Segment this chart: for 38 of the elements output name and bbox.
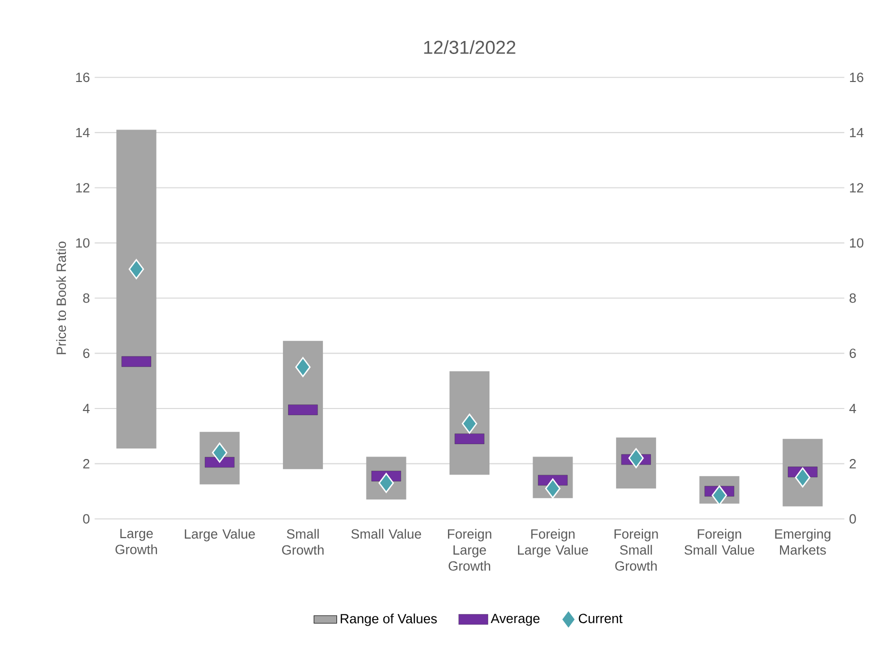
y2-tick-label: 16 xyxy=(850,72,864,82)
y-tick-label: 0 xyxy=(83,514,90,524)
y2-tick-label: 0 xyxy=(850,514,856,524)
y-tick-label: 16 xyxy=(76,72,90,82)
point xyxy=(295,357,311,378)
x-tick-label: Emerging Markets xyxy=(775,529,830,555)
y-tick-label: 6 xyxy=(83,348,90,358)
bar xyxy=(282,341,323,470)
point xyxy=(545,478,560,499)
y-tick-label: 4 xyxy=(82,404,90,414)
y-tick-label: 12 xyxy=(76,183,90,193)
y2-tick-label: 6 xyxy=(850,348,856,358)
point xyxy=(462,414,478,434)
x-tick-label: Foreign Large Value xyxy=(518,529,588,558)
x-tick-label: Small Value xyxy=(351,529,422,539)
point xyxy=(128,259,144,280)
y-tick-label: 10 xyxy=(76,238,90,248)
x-tick-label: Large Growth xyxy=(116,529,157,554)
y2-tick-label: 8 xyxy=(850,294,856,304)
legend-label: Current xyxy=(578,614,623,624)
x-tick-label: Small Growth xyxy=(282,529,324,555)
legend-label: Range of Values xyxy=(340,614,437,626)
y2-tick-label: 2 xyxy=(850,459,856,469)
legend-label: Average xyxy=(490,614,540,626)
x-tick-label: Foreign Small Growth xyxy=(614,529,658,571)
y2-tick-label: 10 xyxy=(850,238,864,248)
x-tick-label: Foreign Small Value xyxy=(684,529,754,555)
y-tick-label: 8 xyxy=(83,294,90,304)
y2-tick-label: 14 xyxy=(850,128,864,138)
y2-tick-label: 4 xyxy=(849,404,856,414)
x-tick-label: Large Value xyxy=(184,529,255,542)
y-tick-label: 14 xyxy=(76,128,90,138)
y-tick-label: 2 xyxy=(83,459,90,469)
bar xyxy=(116,130,156,449)
chart-title: 12/31/2022 xyxy=(424,40,516,54)
y2-tick-label: 12 xyxy=(850,183,864,193)
x-tick-label: Foreign Large Growth xyxy=(448,529,492,571)
y-axis-title: Price to Book Ratio xyxy=(56,242,66,354)
